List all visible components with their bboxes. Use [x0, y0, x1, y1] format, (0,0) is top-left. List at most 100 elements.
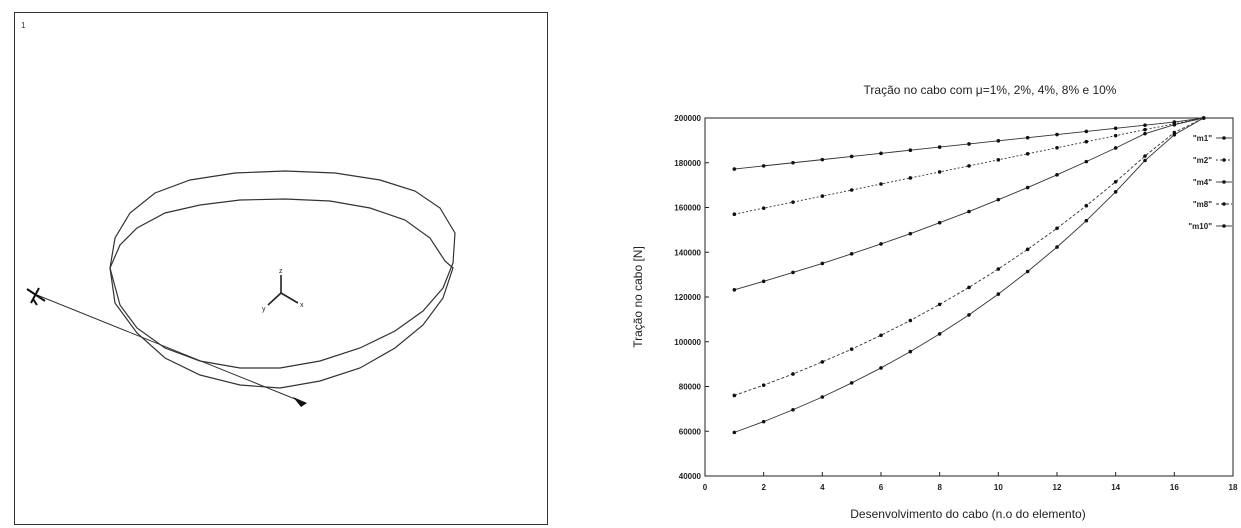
data-point: [908, 231, 913, 236]
data-point: [761, 279, 766, 284]
data-point: [732, 393, 737, 398]
series-m10: [732, 116, 1206, 435]
y-tick-label: 80000: [679, 383, 702, 392]
data-point: [761, 419, 766, 424]
data-point: [1025, 247, 1030, 252]
y-tick-label: 140000: [674, 248, 701, 257]
chart-title: Tração no cabo com μ=1%, 2%, 4%, 8% e 10…: [864, 83, 1117, 97]
data-point: [820, 395, 825, 399]
legend-marker: [1222, 136, 1226, 140]
data-point: [908, 148, 913, 153]
x-tick-label: 4: [820, 483, 825, 492]
data-point: [791, 160, 795, 165]
data-point: [996, 197, 1001, 202]
data-point: [967, 164, 971, 168]
axis-label-y: y: [262, 306, 266, 313]
data-point: [879, 151, 883, 156]
data-point: [1143, 158, 1147, 163]
legend-marker: [1222, 224, 1226, 228]
data-point: [1113, 133, 1118, 138]
x-tick-label: 16: [1170, 483, 1179, 492]
series-m4: [732, 116, 1206, 292]
legend-label: "m10": [1188, 222, 1212, 231]
y-tick-label: 40000: [679, 472, 702, 481]
data-point: [820, 157, 825, 162]
legend-label: "m4": [1193, 178, 1212, 187]
series-layer: [732, 116, 1206, 435]
data-point: [791, 270, 795, 275]
data-point: [879, 333, 883, 338]
legend-label: "m1": [1193, 134, 1212, 143]
data-point: [849, 154, 854, 159]
data-point: [967, 285, 971, 290]
x-tick-label: 2: [761, 483, 766, 492]
data-point: [967, 142, 971, 146]
data-point: [937, 332, 942, 336]
x-axis-ticks: 0 2 4 6 8 10 12 14 16 18: [703, 472, 1238, 492]
data-point: [1143, 154, 1147, 158]
y-axis-title: Tração no cabo [N]: [631, 246, 645, 348]
data-point: [1143, 127, 1147, 132]
data-point: [761, 206, 766, 210]
data-point: [1172, 132, 1177, 137]
data-point: [1084, 129, 1089, 134]
data-point: [732, 212, 737, 217]
data-point: [1143, 131, 1147, 136]
data-point: [791, 200, 795, 204]
data-point: [732, 167, 737, 171]
data-point: [996, 139, 1001, 143]
data-point: [1025, 135, 1030, 140]
y-tick-label: 60000: [679, 427, 702, 436]
data-point: [937, 170, 942, 174]
data-point: [1113, 146, 1118, 150]
data-point: [996, 158, 1001, 162]
data-point: [879, 182, 883, 186]
data-point: [1113, 126, 1118, 131]
plot-area: [704, 117, 1234, 477]
panel-marker: 1: [21, 21, 26, 30]
axis-label-z: z: [279, 268, 283, 275]
model-view-panel: 1 z x y: [14, 12, 548, 525]
data-point: [820, 360, 825, 364]
series-m1: [732, 116, 1206, 171]
data-point: [732, 288, 737, 292]
cable-tangent-line: [36, 294, 306, 404]
x-tick-label: 0: [703, 483, 708, 492]
data-point: [1084, 203, 1089, 208]
data-point: [791, 407, 795, 412]
data-point: [1055, 173, 1059, 177]
data-point: [1143, 123, 1147, 127]
data-point: [1084, 139, 1089, 144]
x-tick-label: 14: [1111, 483, 1120, 492]
data-point: [732, 430, 737, 435]
data-point: [1113, 179, 1118, 184]
data-point: [879, 242, 883, 246]
data-point: [1172, 122, 1177, 127]
y-tick-label: 100000: [674, 338, 701, 347]
axes-triad-icon: [267, 275, 299, 306]
data-point: [849, 381, 854, 385]
data-point: [820, 194, 825, 198]
x-axis-title: Desenvolvimento do cabo (n.o do elemento…: [850, 507, 1085, 521]
legend-label: "m8": [1193, 200, 1212, 209]
data-point: [908, 176, 913, 180]
x-tick-label: 10: [994, 483, 1003, 492]
data-point: [879, 366, 883, 370]
x-tick-label: 8: [937, 483, 942, 492]
axis-label-x: x: [300, 302, 304, 309]
data-point: [791, 372, 795, 376]
data-point: [937, 145, 942, 149]
cable-anchor-symbol: [26, 287, 46, 306]
series-line: [734, 117, 1204, 396]
data-point: [820, 261, 825, 266]
y-tick-label: 160000: [674, 204, 701, 213]
data-point: [1084, 159, 1089, 164]
data-point: [1055, 132, 1059, 137]
data-point: [1055, 245, 1059, 249]
cable-model-view: z x y: [26, 170, 456, 407]
data-point: [908, 349, 913, 354]
data-point: [761, 164, 766, 168]
cable-end-marker: [293, 397, 307, 407]
data-point: [996, 292, 1001, 296]
legend-label: "m2": [1193, 156, 1212, 165]
